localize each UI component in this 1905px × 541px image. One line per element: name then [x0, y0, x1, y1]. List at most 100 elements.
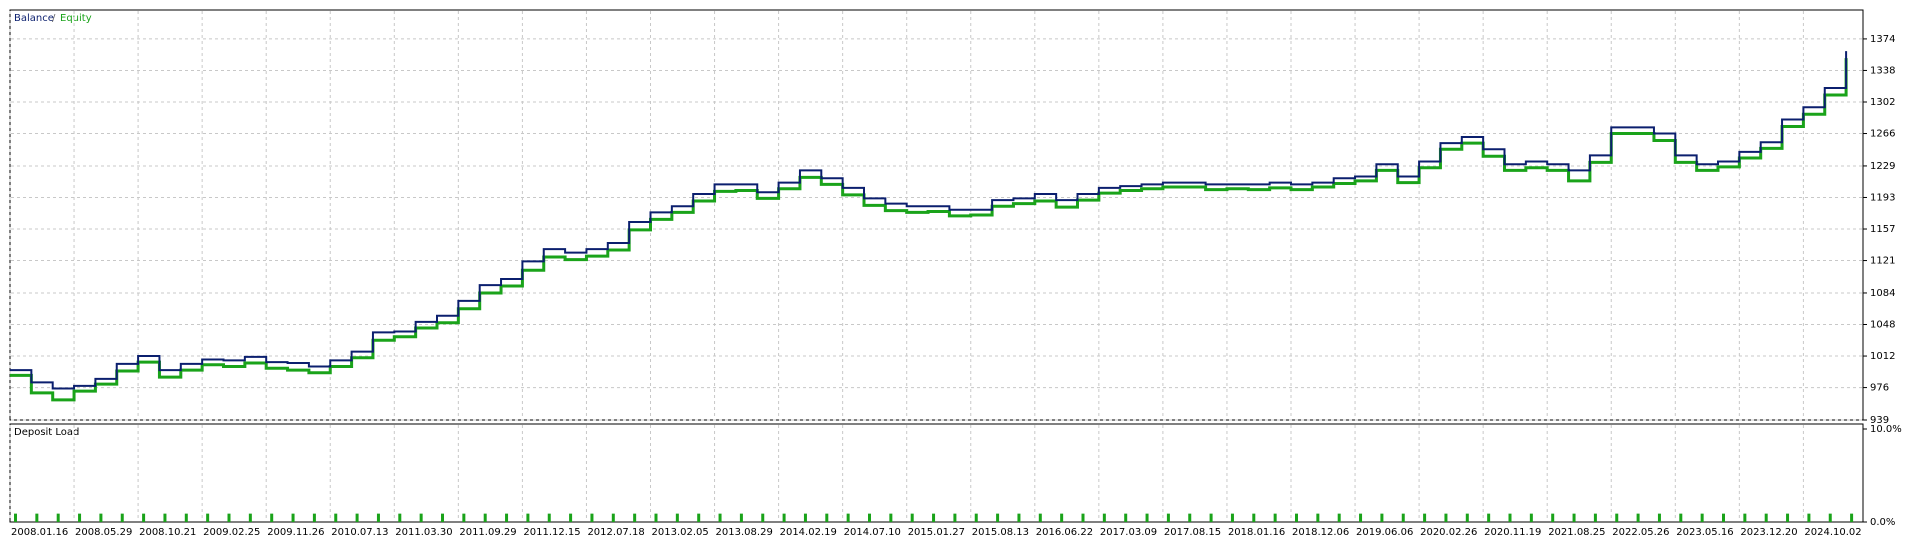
bar	[1423, 513, 1427, 522]
legend-separator: /	[52, 13, 56, 24]
deposit-frame	[9, 423, 1864, 523]
bar	[1038, 513, 1042, 522]
bar	[1572, 513, 1576, 522]
x-tick-label: 2018.01.16	[1228, 527, 1285, 538]
bar	[505, 513, 509, 522]
bar	[1145, 513, 1149, 522]
y-tick-label: 1121	[1870, 256, 1895, 267]
y-tick-label: 1302	[1870, 97, 1895, 108]
x-tick-label: 2009.02.25	[203, 527, 260, 538]
x-tick-label: 2022.05.26	[1612, 527, 1669, 538]
bar	[569, 513, 573, 522]
bar	[697, 513, 701, 522]
bar	[1508, 513, 1512, 522]
x-tick-label: 2024.10.02	[1804, 527, 1861, 538]
bar	[633, 513, 637, 522]
bar	[739, 513, 743, 522]
bar	[910, 513, 914, 522]
x-tick-label: 2011.12.15	[523, 527, 580, 538]
bar	[56, 513, 60, 522]
bar	[761, 513, 765, 522]
y-tick-label: 976	[1870, 383, 1889, 394]
bar	[868, 513, 871, 522]
bar	[1786, 513, 1790, 522]
bar	[1615, 513, 1619, 522]
bar	[1252, 513, 1256, 522]
bar	[1060, 513, 1064, 522]
bar	[953, 513, 957, 522]
bar	[803, 513, 807, 522]
bar	[1529, 513, 1533, 522]
y-tick-label: 1266	[1870, 129, 1895, 140]
x-tick-label: 2023.12.20	[1740, 527, 1797, 538]
bar	[248, 513, 252, 522]
x-tick-label: 2013.02.05	[652, 527, 709, 538]
bar	[1166, 513, 1170, 522]
bar	[1102, 513, 1106, 522]
bar	[355, 513, 359, 522]
x-tick-label: 2013.08.29	[716, 527, 773, 538]
bar	[611, 513, 615, 522]
bar	[1230, 513, 1234, 522]
x-tick-label: 2014.07.10	[844, 527, 901, 538]
x-tick-label: 2018.12.06	[1292, 527, 1349, 538]
bar	[846, 513, 850, 522]
bar	[291, 513, 295, 522]
bar	[1465, 513, 1469, 522]
y-tick-label: 1012	[1870, 351, 1895, 362]
bar	[419, 513, 423, 522]
bar	[1444, 513, 1448, 522]
bar	[1316, 513, 1320, 522]
bar	[1722, 513, 1725, 522]
x-tick-label: 2019.06.06	[1356, 527, 1413, 538]
bar	[1828, 513, 1832, 522]
x-tick-label: 2021.08.25	[1548, 527, 1605, 538]
y-tick-label: 1084	[1870, 288, 1895, 299]
bar	[1850, 513, 1854, 522]
bar	[120, 513, 124, 522]
series-line	[10, 51, 1848, 390]
bar	[1636, 513, 1640, 522]
y-tick-label: 1048	[1870, 320, 1895, 331]
bar	[1700, 513, 1704, 522]
x-tick-label: 2010.07.13	[331, 527, 388, 538]
bar	[1273, 513, 1277, 522]
bar	[1679, 513, 1683, 522]
x-tick-label: 2009.11.26	[267, 527, 324, 538]
bar	[462, 513, 466, 522]
bar	[1017, 513, 1021, 522]
bar	[206, 513, 210, 522]
x-tick-label: 2020.11.19	[1484, 527, 1541, 538]
x-tick-label: 2015.08.13	[972, 527, 1029, 538]
bar	[718, 513, 722, 522]
bar	[932, 513, 936, 522]
bar	[1551, 513, 1555, 522]
y-tick-label: 939	[1870, 415, 1889, 426]
bar	[142, 513, 146, 522]
x-tick-label: 2017.08.15	[1164, 527, 1221, 538]
bar	[1209, 513, 1213, 522]
y-tick-label: 0.0%	[1870, 517, 1895, 528]
bar	[99, 513, 103, 522]
y-tick-label: 1229	[1870, 161, 1895, 172]
bar	[825, 513, 829, 522]
bar	[14, 513, 17, 522]
bar	[1487, 513, 1491, 522]
bar	[78, 513, 82, 522]
x-tick-label: 2020.02.26	[1420, 527, 1477, 538]
x-tick-label: 2016.06.22	[1036, 527, 1093, 538]
bar	[1081, 513, 1085, 522]
bar	[1807, 513, 1811, 522]
bar	[782, 513, 786, 522]
series-line	[10, 58, 1848, 402]
bar	[1764, 513, 1768, 522]
y-tick-label: 1193	[1870, 192, 1895, 203]
bar	[1401, 513, 1405, 522]
legend-balance: Balance	[14, 13, 54, 24]
bar	[526, 513, 530, 522]
bar	[1657, 513, 1661, 522]
bar	[1295, 513, 1298, 522]
bar	[1380, 513, 1384, 522]
